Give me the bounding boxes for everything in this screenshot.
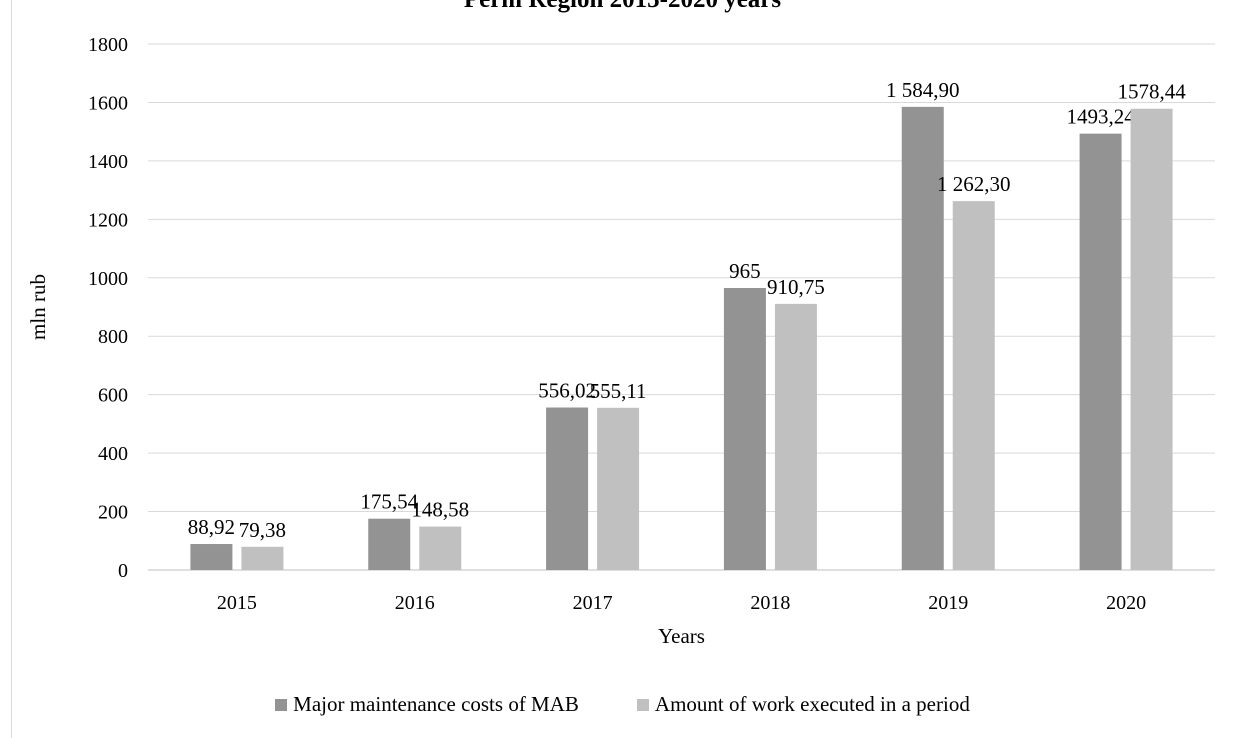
data-label-work-executed-2020: 1578,44: [1117, 80, 1186, 104]
y-tick-label-1200: 1200: [88, 209, 128, 231]
legend-item-major-maintenance: Major maintenance costs of MAB: [275, 692, 579, 717]
legend-swatch-work-executed: [636, 698, 649, 711]
data-label-major-maintenance-2018: 965: [729, 259, 761, 283]
bar-major-maintenance-2018: [723, 288, 766, 570]
x-tick-label-2015: 2015: [217, 592, 257, 614]
legend-swatch-major-maintenance: [275, 698, 288, 711]
data-label-major-maintenance-2017: 556,02: [538, 379, 596, 403]
x-tick-label-2017: 2017: [573, 592, 613, 614]
data-label-work-executed-2017: 555,11: [590, 379, 647, 403]
x-axis-title: Years: [658, 624, 705, 648]
x-tick-label-2016: 2016: [395, 592, 435, 614]
data-label-work-executed-2019: 1 262,30: [937, 172, 1011, 196]
y-tick-label-800: 800: [98, 326, 128, 348]
y-tick-label-200: 200: [98, 502, 128, 524]
bar-work-executed-2019: [952, 201, 995, 571]
data-label-work-executed-2015: 79,38: [239, 518, 286, 542]
data-label-major-maintenance-2019: 1 584,90: [886, 78, 960, 102]
bar-work-executed-2017: [597, 407, 640, 570]
bar-major-maintenance-2015: [190, 544, 233, 570]
legend: Major maintenance costs of MAB Amount of…: [0, 692, 1245, 717]
data-label-work-executed-2018: 910,75: [767, 275, 825, 299]
data-label-major-maintenance-2016: 175,54: [360, 490, 418, 514]
x-tick-label-2019: 2019: [928, 592, 968, 614]
y-tick-label-1000: 1000: [88, 268, 128, 290]
data-label-major-maintenance-2020: 1493,24: [1066, 105, 1135, 129]
y-tick-label-1400: 1400: [88, 151, 128, 173]
y-tick-label-600: 600: [98, 385, 128, 407]
y-tick-label-1600: 1600: [88, 92, 128, 114]
chart-frame: [11, 0, 1243, 738]
legend-label-work-executed: Amount of work executed in a period: [654, 692, 970, 716]
y-tick-label-1800: 1800: [88, 34, 128, 56]
bar-work-executed-2016: [419, 526, 462, 570]
bar-major-maintenance-2019: [901, 106, 944, 571]
legend-item-work-executed: Amount of work executed in a period: [636, 692, 970, 717]
bar-major-maintenance-2017: [546, 407, 589, 570]
bar-major-maintenance-2020: [1079, 133, 1122, 570]
data-label-major-maintenance-2015: 88,92: [188, 515, 235, 539]
y-tick-label-400: 400: [98, 443, 128, 465]
chart-title: Perm Region 2015-2020 years: [0, 0, 1245, 14]
x-tick-label-2020: 2020: [1106, 592, 1146, 614]
bar-work-executed-2018: [774, 303, 817, 570]
bar-major-maintenance-2016: [368, 518, 411, 570]
y-tick-label-0: 0: [118, 560, 128, 582]
bar-work-executed-2015: [241, 546, 284, 570]
bar-work-executed-2020: [1130, 108, 1173, 571]
y-axis-title: mln rub: [26, 274, 50, 340]
legend-label-major-maintenance: Major maintenance costs of MAB: [293, 692, 579, 716]
data-label-work-executed-2016: 148,58: [411, 498, 469, 522]
x-tick-label-2018: 2018: [750, 592, 790, 614]
